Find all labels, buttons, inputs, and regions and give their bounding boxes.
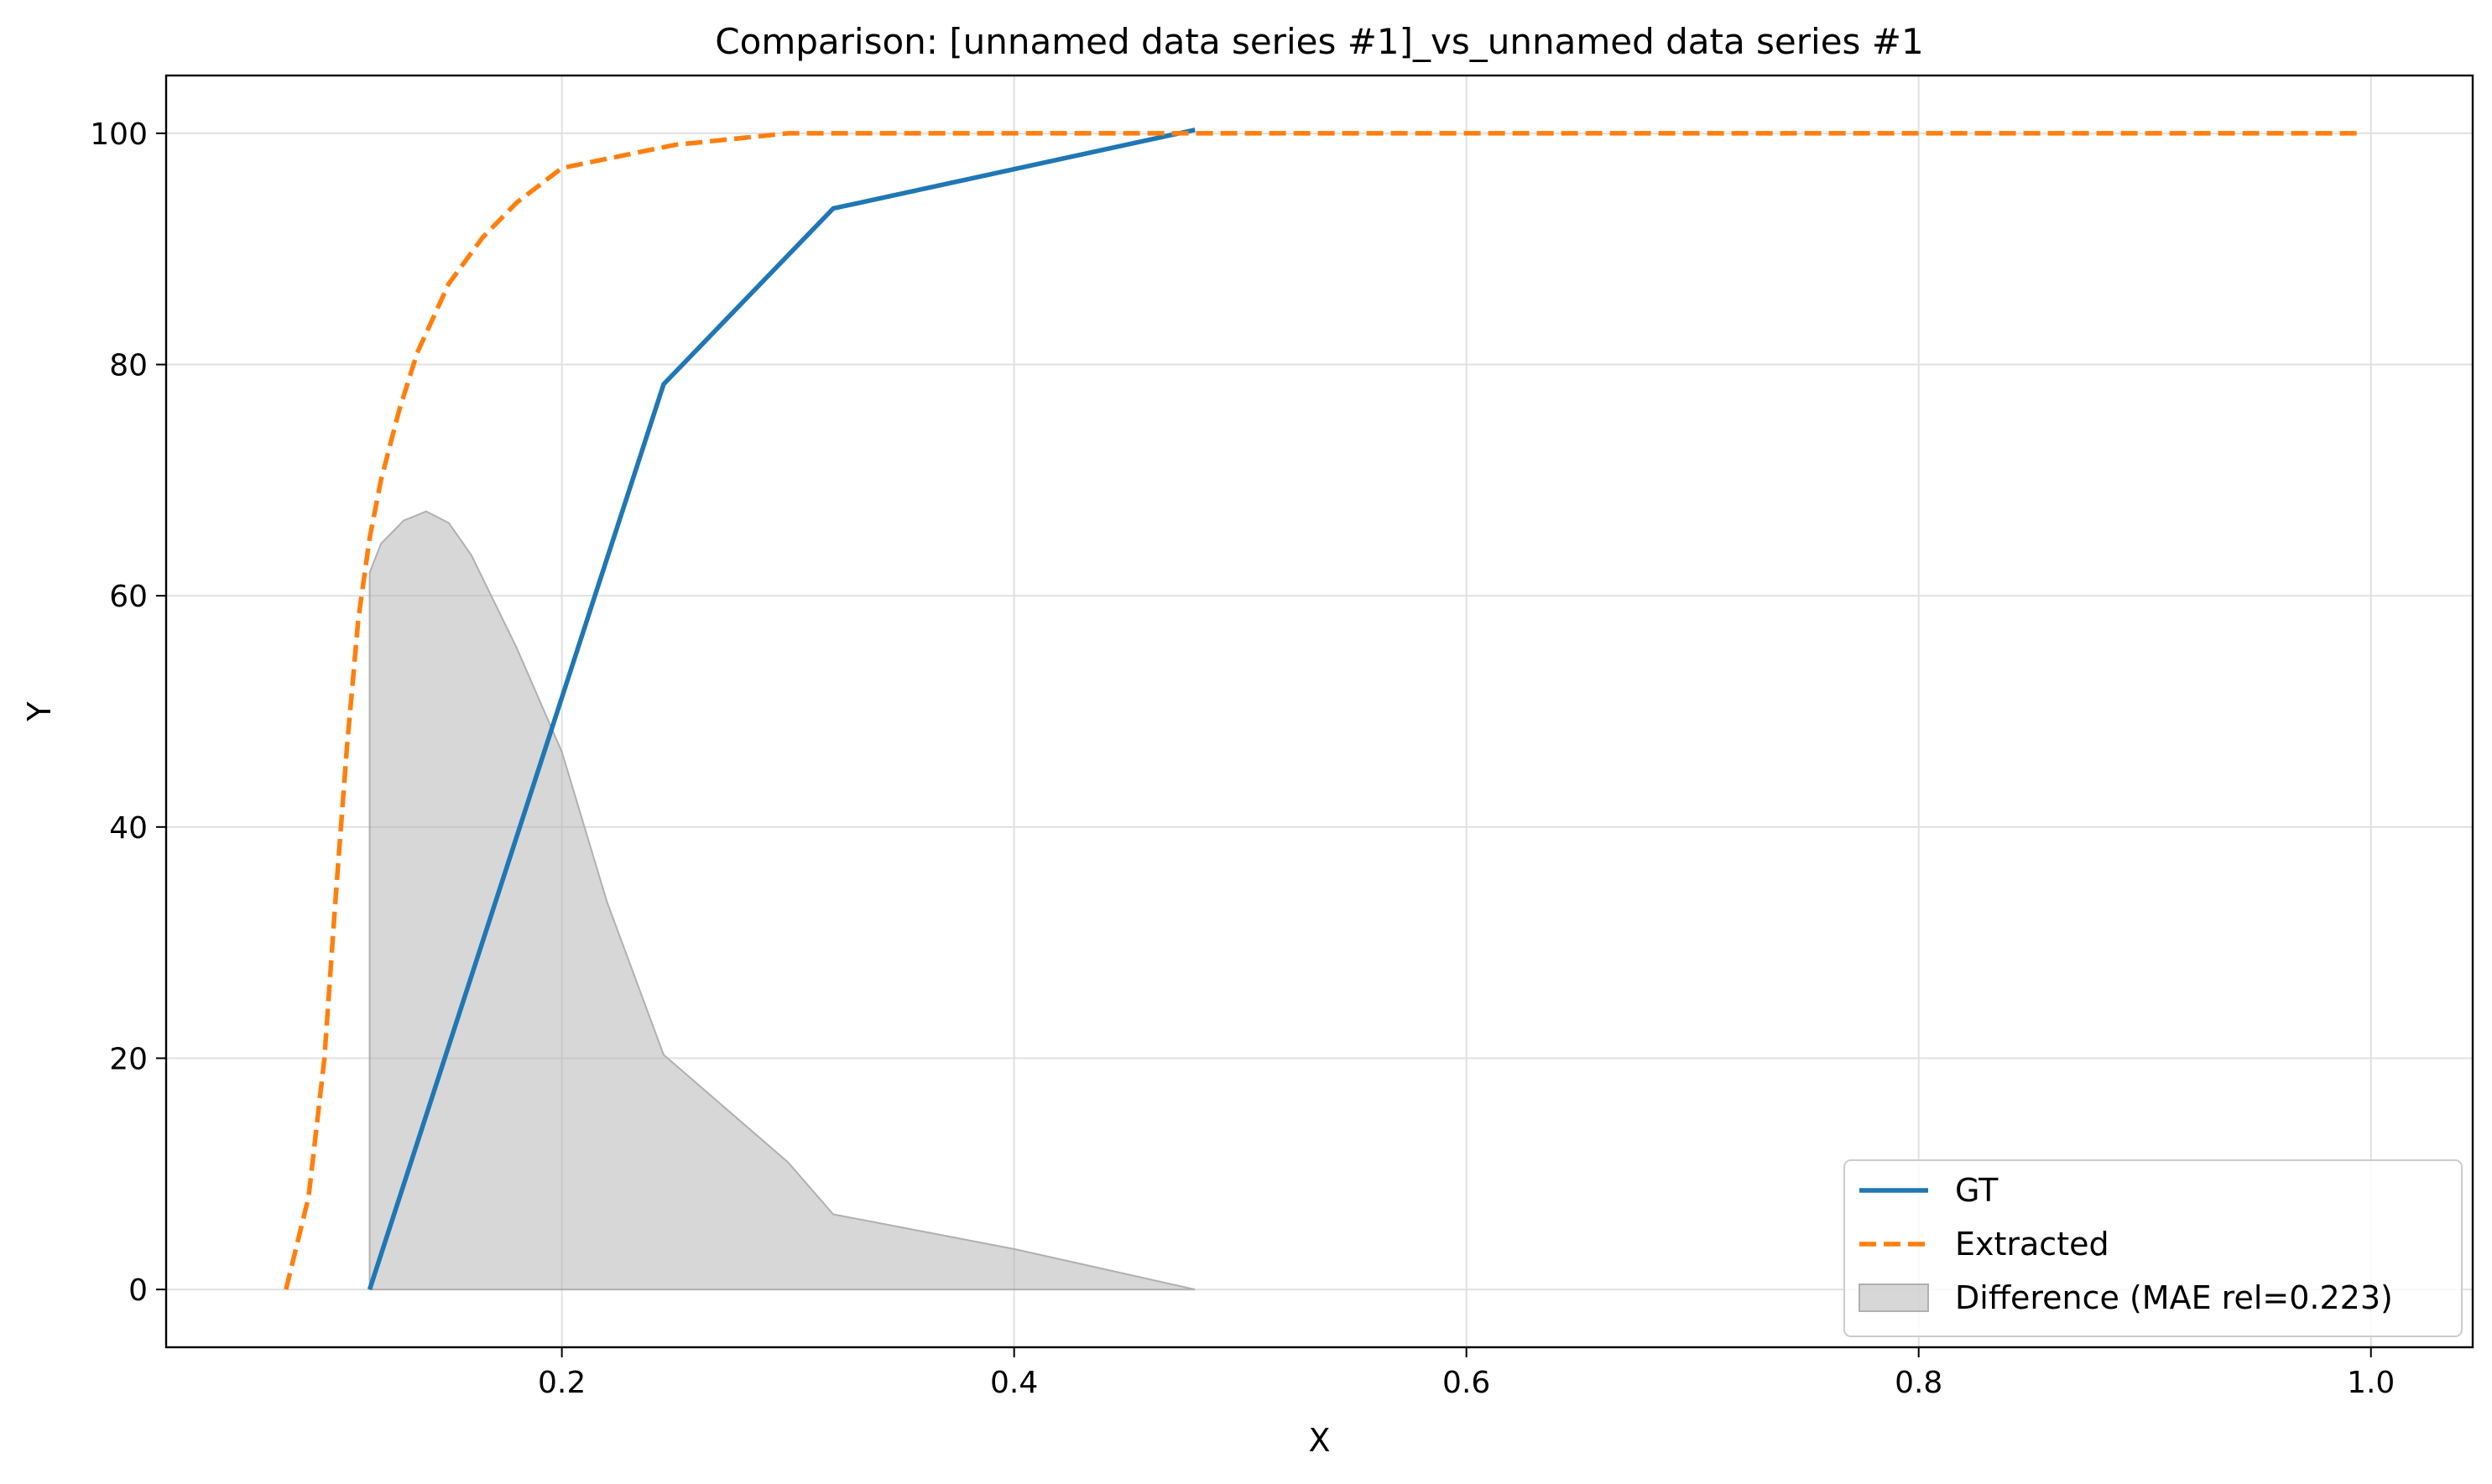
extracted-series-line [284, 131, 2360, 1290]
x-tick-label: 0.8 [1895, 1366, 1942, 1400]
legend-label: Difference (MAE rel=0.223) [1955, 1279, 2393, 1316]
legend-box [1843, 1159, 2463, 1337]
x-tick-label: 0.6 [1442, 1366, 1490, 1400]
x-tick-label: 0.2 [538, 1366, 586, 1400]
difference-area [368, 510, 1196, 1291]
y-tick-label: 0 [128, 1273, 148, 1308]
axis-ticks: 0.2 0.4 0.6 0.8 1.0 0 20 40 60 80 100 [90, 117, 2395, 1400]
x-tick-label: 1.0 [2347, 1366, 2395, 1400]
plot-frame [164, 74, 2474, 1349]
legend: GT Extracted Difference (MAE rel=0.223) [1843, 1159, 2463, 1337]
x-axis-label: X [1308, 1422, 1330, 1459]
chart-title: Comparison: [unnamed data series #1]_vs_… [715, 21, 1923, 62]
series-lines [284, 128, 2360, 1290]
y-axis-label: Y [21, 701, 58, 722]
gt-series-line [367, 128, 1196, 1290]
difference-fill [368, 510, 1196, 1291]
x-tick-label: 0.4 [990, 1366, 1038, 1400]
legend-swatch-difference [1859, 1284, 1929, 1312]
y-tick-label: 20 [109, 1042, 148, 1076]
y-tick-label: 40 [109, 811, 148, 846]
legend-label: GT [1955, 1172, 1999, 1209]
y-tick-label: 60 [109, 580, 148, 614]
y-tick-label: 80 [109, 349, 148, 383]
legend-label: Extracted [1955, 1226, 2109, 1263]
y-tick-label: 100 [90, 117, 148, 152]
